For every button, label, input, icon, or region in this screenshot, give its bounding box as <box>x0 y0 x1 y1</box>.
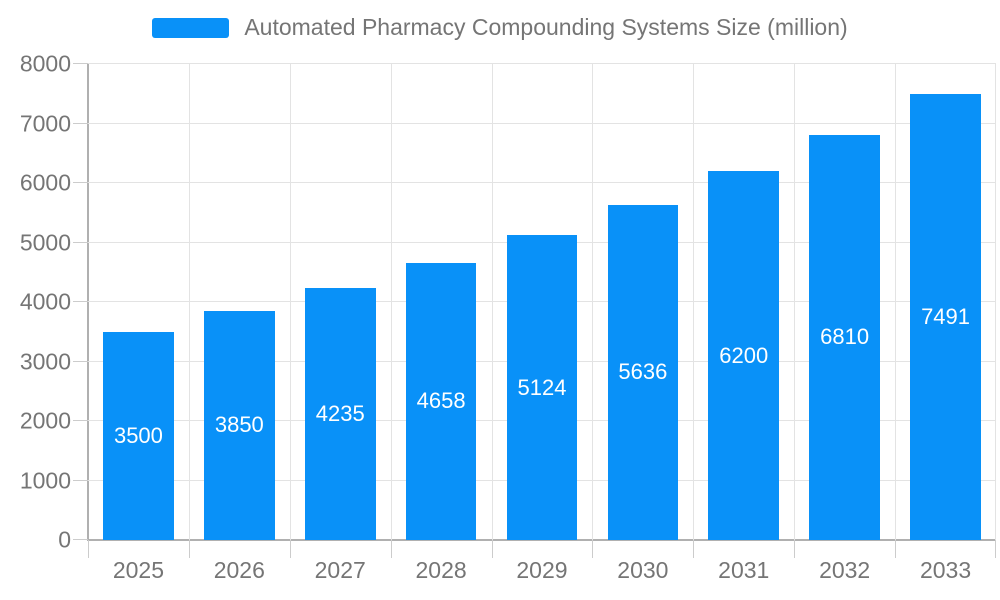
x-axis-tick <box>693 540 695 558</box>
y-axis-tick <box>73 182 88 183</box>
x-axis-tick <box>592 540 594 558</box>
v-gridline <box>895 64 897 540</box>
x-axis-label-2025: 2025 <box>112 557 165 583</box>
v-gridline <box>693 64 695 540</box>
bar-2028: 4658 <box>405 262 477 540</box>
x-axis-tick <box>794 540 796 558</box>
y-axis-label: 3000 <box>19 348 71 374</box>
x-axis-tick <box>88 540 89 558</box>
x-axis-tick <box>289 540 291 558</box>
plot-area: 0 1000 2000 3000 4000 5000 6000 7000 8000 3500 202… <box>20 52 996 582</box>
x-axis-label-2031: 2031 <box>718 557 770 583</box>
x-axis-tick <box>491 540 493 558</box>
bar-2031: 6200 <box>708 171 780 540</box>
x-axis-tick <box>188 540 190 558</box>
v-gridline <box>188 64 190 540</box>
y-axis-tick <box>73 63 88 64</box>
bar-2030: 5636 <box>607 204 679 540</box>
v-gridline <box>592 64 594 540</box>
v-gridline <box>289 64 291 540</box>
h-gridline <box>88 63 996 64</box>
x-axis-label-2029: 2029 <box>516 557 568 583</box>
x-axis-label-2033: 2033 <box>919 557 972 583</box>
y-axis-label: 6000 <box>19 169 71 196</box>
h-gridline <box>88 122 996 124</box>
y-axis-label: 2000 <box>19 407 71 434</box>
x-axis-label-2027: 2027 <box>314 557 366 583</box>
y-axis-label: 7000 <box>19 110 71 136</box>
bar-value-label: 5124 <box>517 374 567 400</box>
bar-value-label: 5636 <box>618 359 668 385</box>
bar-value-label: 4235 <box>315 401 365 427</box>
bar-value-label: 7491 <box>921 304 971 330</box>
y-axis-tick <box>73 241 88 243</box>
x-axis-line <box>87 539 996 541</box>
y-axis-tick <box>73 301 88 302</box>
y-axis-label: 0 <box>58 526 71 553</box>
bar-2029: 5124 <box>506 235 578 540</box>
y-axis-tick <box>73 420 88 421</box>
x-axis-tick <box>995 540 996 558</box>
y-axis-label: 4000 <box>19 288 71 315</box>
v-gridline <box>491 64 493 540</box>
x-axis-tick <box>390 540 392 558</box>
bar-2027: 4235 <box>304 288 376 540</box>
v-gridline <box>995 64 996 540</box>
bar-value-label: 3500 <box>113 422 163 448</box>
x-axis-label-2026: 2026 <box>213 557 265 583</box>
legend-label: Automated Pharmacy Compounding Systems S… <box>244 14 848 40</box>
y-axis-tick <box>73 122 88 124</box>
bar-value-label: 4658 <box>416 388 466 414</box>
bar-2033: 7491 <box>910 94 981 540</box>
x-axis-label-2030: 2030 <box>617 557 669 583</box>
y-axis-label: 1000 <box>19 467 71 493</box>
y-axis-label: 5000 <box>19 229 71 255</box>
v-gridline <box>794 64 796 540</box>
bar-2025: 3500 <box>103 331 174 540</box>
v-gridline <box>390 64 392 540</box>
x-axis-label-2028: 2028 <box>415 557 467 583</box>
bar-2032: 6810 <box>809 134 880 540</box>
x-axis-label-2032: 2032 <box>819 557 871 583</box>
y-axis-tick <box>73 539 88 540</box>
bar-2026: 3850 <box>204 310 275 540</box>
bar-value-label: 6200 <box>719 342 769 368</box>
bar-value-label: 6810 <box>820 324 870 350</box>
y-axis-tick <box>73 360 88 362</box>
h-gridline <box>88 182 996 183</box>
chart-legend[interactable]: Automated Pharmacy Compounding Systems S… <box>0 14 1000 41</box>
legend-swatch-icon <box>152 17 230 38</box>
y-axis-label: 8000 <box>19 50 71 77</box>
x-axis-tick <box>895 540 897 558</box>
bar-value-label: 3850 <box>214 412 264 438</box>
y-axis-line <box>87 64 89 540</box>
y-axis-tick <box>73 479 88 481</box>
